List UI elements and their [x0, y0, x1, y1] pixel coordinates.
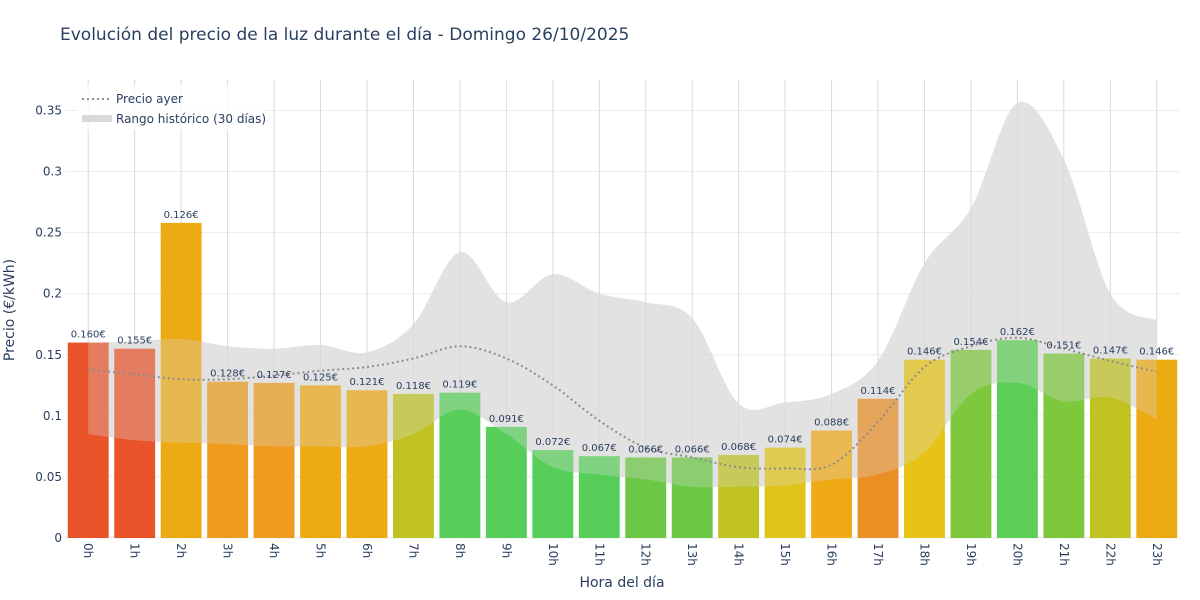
bar-value-label: 0.127€ — [257, 370, 292, 381]
x-tick-label: 18h — [917, 543, 931, 566]
x-tick-label: 4h — [267, 543, 281, 558]
price-bar — [1043, 353, 1085, 538]
y-tick-label: 0.3 — [43, 165, 62, 179]
legend-label-range: Rango histórico (30 días) — [116, 112, 266, 126]
yesterday-line-layer — [88, 336, 1158, 471]
x-tick-label: 8h — [453, 543, 467, 558]
x-tick-label: 3h — [221, 543, 235, 558]
price-bar — [811, 430, 853, 538]
price-bar — [1136, 359, 1178, 538]
price-bar — [346, 390, 388, 538]
bar-value-label: 0.155€ — [117, 336, 152, 347]
bar-value-label: 0.068€ — [721, 442, 756, 453]
bar-labels-layer: 0.160€ 0.155€ 0.126€ 0.128€ 0.127€ 0.125€ 0.12… — [71, 210, 1175, 455]
price-bar — [764, 447, 806, 538]
axes-layer: 0 0.05 0.1 0.15 0.2 0.25 0.3 0.35 0h 1h 2h 3h 4h 5h 6h… — [35, 104, 1163, 566]
x-tick-label: 7h — [406, 543, 420, 558]
bar-value-label: 0.067€ — [582, 443, 617, 454]
legend[interactable]: Precio ayer Rango histórico (30 días) — [76, 85, 266, 130]
x-tick-label: 5h — [314, 543, 328, 558]
price-bar — [1089, 358, 1131, 538]
y-tick-label: 0.1 — [43, 409, 62, 423]
price-bar — [67, 342, 109, 538]
x-tick-label: 23h — [1150, 543, 1164, 566]
bar-value-label: 0.162€ — [1000, 327, 1035, 338]
bar-value-label: 0.118€ — [396, 381, 431, 392]
x-tick-label: 9h — [499, 543, 513, 558]
price-bar — [625, 457, 667, 538]
bar-value-label: 0.119€ — [442, 380, 477, 391]
x-tick-label: 15h — [778, 543, 792, 566]
y-tick-label: 0.15 — [35, 348, 62, 362]
x-tick-label: 0h — [81, 543, 95, 558]
bars-layer — [67, 101, 1178, 538]
price-bar — [439, 392, 481, 538]
bar-value-label: 0.125€ — [303, 372, 338, 383]
bar-value-label: 0.091€ — [489, 414, 524, 425]
y-tick-label: 0.25 — [35, 226, 62, 240]
x-tick-label: 22h — [1103, 543, 1117, 566]
x-tick-label: 21h — [1057, 543, 1071, 566]
x-tick-label: 12h — [639, 543, 653, 566]
price-bar — [578, 456, 620, 538]
bar-value-label: 0.074€ — [768, 435, 803, 446]
bar-value-label: 0.146€ — [907, 347, 942, 358]
x-tick-label: 6h — [360, 543, 374, 558]
x-tick-label: 16h — [825, 543, 839, 566]
bar-value-label: 0.066€ — [675, 444, 710, 455]
historical-range-overlay — [88, 101, 1157, 488]
legend-band-swatch — [82, 115, 112, 122]
price-bar — [300, 385, 341, 538]
price-bar — [207, 381, 249, 538]
yesterday-price-line — [88, 336, 1158, 471]
price-bar — [160, 222, 202, 538]
bar-value-label: 0.126€ — [164, 210, 199, 221]
legend-label-yesterday: Precio ayer — [116, 92, 183, 106]
bar-value-label: 0.128€ — [210, 369, 245, 380]
x-axis-title: Hora del día — [579, 575, 664, 591]
bar-value-label: 0.066€ — [628, 444, 663, 455]
y-tick-label: 0.2 — [43, 287, 62, 301]
x-tick-label: 2h — [174, 543, 188, 558]
x-tick-label: 19h — [964, 543, 978, 566]
y-tick-label: 0.35 — [35, 104, 62, 118]
bar-value-label: 0.072€ — [535, 437, 570, 448]
price-bar — [485, 426, 527, 538]
bar-value-label: 0.114€ — [861, 386, 896, 397]
bar-value-label: 0.121€ — [349, 377, 384, 388]
bar-value-label: 0.146€ — [1139, 347, 1174, 358]
price-bar — [904, 359, 945, 538]
price-bar — [392, 393, 434, 538]
price-bar — [114, 348, 156, 538]
bar-value-label: 0.147€ — [1093, 345, 1128, 356]
y-tick-label: 0 — [54, 531, 62, 545]
bar-value-label: 0.160€ — [71, 330, 106, 341]
price-bar — [950, 349, 992, 538]
x-tick-label: 17h — [871, 543, 885, 566]
price-bar — [718, 454, 760, 538]
price-bar — [671, 457, 713, 538]
x-tick-label: 14h — [732, 543, 746, 566]
y-axis-title: Precio (€/kWh) — [2, 259, 18, 361]
legend-background — [76, 85, 266, 130]
x-tick-label: 10h — [546, 543, 560, 566]
x-tick-label: 11h — [592, 543, 606, 566]
y-tick-label: 0.05 — [35, 470, 62, 484]
x-tick-label: 1h — [128, 543, 142, 558]
chart-title: Evolución del precio de la luz durante e… — [60, 25, 629, 45]
price-bar — [253, 382, 295, 538]
bar-value-label: 0.088€ — [814, 418, 849, 429]
x-tick-label: 20h — [1010, 543, 1024, 566]
bar-value-label: 0.154€ — [953, 337, 988, 348]
price-bar — [532, 450, 574, 538]
x-tick-label: 13h — [685, 543, 699, 566]
bar-value-label: 0.151€ — [1046, 341, 1081, 352]
price-bar — [996, 340, 1038, 538]
